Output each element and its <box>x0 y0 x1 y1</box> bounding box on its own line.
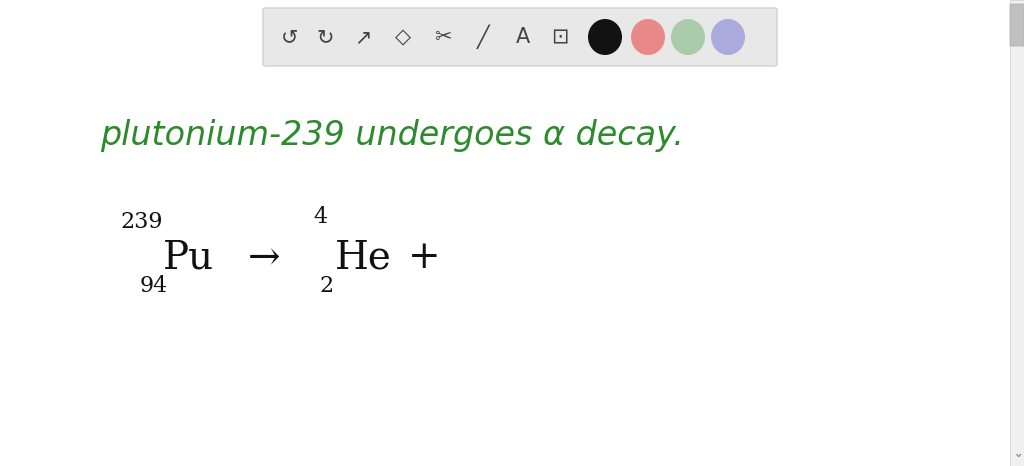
Ellipse shape <box>588 19 622 55</box>
Text: A: A <box>516 27 530 47</box>
FancyBboxPatch shape <box>263 8 777 66</box>
Text: +: + <box>408 240 440 276</box>
Text: ↻: ↻ <box>316 27 334 47</box>
Text: ⊡: ⊡ <box>551 27 568 47</box>
Text: ›: › <box>1011 453 1024 458</box>
Ellipse shape <box>671 19 705 55</box>
Ellipse shape <box>711 19 745 55</box>
Text: He: He <box>335 240 392 276</box>
Text: ╱: ╱ <box>477 25 489 49</box>
Ellipse shape <box>631 19 665 55</box>
Text: Pu: Pu <box>163 240 214 276</box>
FancyBboxPatch shape <box>1010 0 1024 466</box>
Text: ◇: ◇ <box>395 27 411 47</box>
Text: ✂: ✂ <box>434 27 452 47</box>
Text: →: → <box>248 240 281 276</box>
Text: plutonium-239 undergoes α decay.: plutonium-239 undergoes α decay. <box>100 118 684 151</box>
Text: 239: 239 <box>120 211 163 233</box>
FancyBboxPatch shape <box>1010 4 1024 46</box>
Text: 4: 4 <box>313 206 327 228</box>
Text: 94: 94 <box>140 275 168 297</box>
Text: ↺: ↺ <box>282 27 299 47</box>
Text: 2: 2 <box>319 275 333 297</box>
Text: ↗: ↗ <box>354 27 372 47</box>
